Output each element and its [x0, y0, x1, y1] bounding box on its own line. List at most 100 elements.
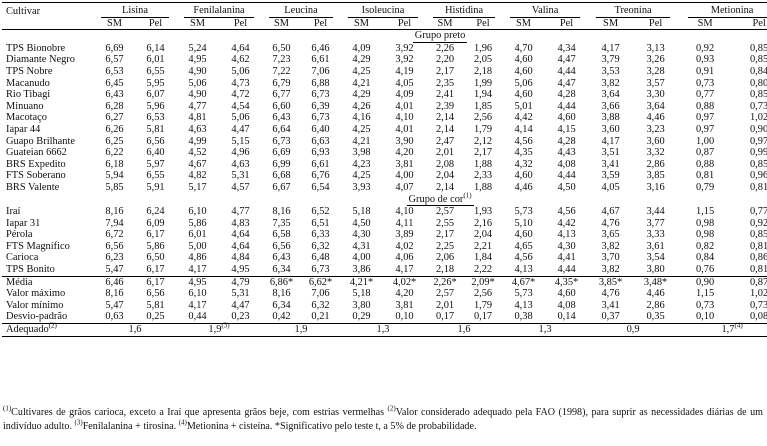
- value-cell: 1,88: [473, 181, 493, 193]
- value-cell: 3,54: [646, 252, 665, 264]
- value-cell: 4,47: [557, 77, 576, 89]
- value-cell: 0,85: [749, 229, 767, 241]
- value-cell: 6,69: [272, 147, 291, 159]
- value-cell: 4,23: [352, 158, 371, 170]
- value-cell: 1,96: [473, 42, 493, 54]
- value-cell: 5,91: [146, 181, 165, 193]
- value-cell: 3,60: [646, 135, 665, 147]
- value-cell: 1,00: [695, 135, 715, 147]
- value-cell: 4,56: [514, 135, 533, 147]
- header-row-sm-pel: SM Pel SM Pel SM Pel SM Pel SM Pel SM Pel SM Pel SM Pel: [2, 17, 767, 31]
- cultivar-name: Macanudo: [6, 77, 50, 89]
- value-cell: 6,22: [105, 147, 124, 159]
- pel-header: Pel: [383, 17, 427, 31]
- value-cell: 5,86: [188, 217, 207, 229]
- table-row: Guapo Brilhante 6,25 6,56 4,99 5,15 6,73 6,63 4…: [2, 136, 767, 148]
- value-cell: 6,60: [272, 100, 291, 112]
- value-cell: 6,68: [272, 170, 291, 182]
- footnote-4-text: Metionina + cisteína. *Significativo pel…: [186, 421, 477, 432]
- value-cell: 3,80: [646, 264, 665, 276]
- value-cell: 6,56: [272, 240, 291, 252]
- value-cell: 1,79: [473, 123, 493, 135]
- value-cell: 6,23: [105, 252, 124, 264]
- value-cell: 4,81: [188, 112, 207, 124]
- value-cell: 1,88: [473, 158, 493, 170]
- value-cell: 2,14: [435, 123, 455, 135]
- value-cell: 1,15: [695, 206, 715, 218]
- amino-acid-header: Lisina: [94, 1, 177, 18]
- amino-acid-header-label: Metionina: [687, 5, 767, 18]
- value-cell: 4,84: [231, 252, 250, 264]
- value-cell: 6,93: [311, 147, 330, 159]
- value-cell: 4,60: [557, 112, 576, 124]
- value-cell: 5,17: [188, 181, 207, 193]
- cultivar-name: Minuano: [6, 100, 44, 112]
- adequado-value: 1,6: [426, 323, 503, 337]
- value-cell: 2,05: [473, 54, 493, 66]
- cultivar-name: Pérola: [6, 229, 33, 241]
- value-cell: 8,16: [105, 206, 124, 218]
- table-row: Valor máximo 8,16 6,56 6,10 5,31 8,16 7,06 5,18…: [2, 288, 767, 300]
- value-cell: 4,25: [352, 170, 371, 182]
- value-cell: 0,17: [473, 311, 493, 323]
- value-cell: 4,42: [514, 112, 533, 124]
- value-cell: 4,82: [188, 170, 207, 182]
- cultivar-name: Iapar 44: [6, 123, 41, 135]
- value-cell: 0,80: [749, 77, 767, 89]
- value-cell: 4,07: [395, 181, 414, 193]
- value-cell: 4,29: [352, 54, 371, 66]
- cultivar-name: Guapo Brilhante: [6, 135, 75, 147]
- value-cell: 6,01: [146, 54, 165, 66]
- value-cell: 6,17: [146, 229, 165, 241]
- value-cell: 4,77: [231, 206, 250, 218]
- value-cell: 3,60: [601, 123, 620, 135]
- value-cell: 6,61: [311, 158, 330, 170]
- group-title-text: Grupo de cor(1): [406, 192, 474, 207]
- value-cell: 0,85: [749, 89, 767, 101]
- value-cell: 4,25: [352, 123, 371, 135]
- value-cell: 3,79: [601, 54, 620, 66]
- table-row: Guateian 6662 6,22 6,40 4,52 4,96 6,69 6,93 3,9…: [2, 147, 767, 159]
- amino-acid-header: Leucina: [262, 1, 341, 18]
- value-cell: 0,08: [749, 311, 767, 323]
- value-cell: 0,63: [105, 311, 124, 323]
- value-cell: 0,92: [749, 217, 767, 229]
- value-cell: 0,86: [749, 252, 767, 264]
- value-cell: 5,18: [352, 206, 371, 218]
- adequado-row: Adequado(2) 1,6 1,9(3) 1,9 1,3 1,6 1,3 0,9 1,7(4…: [2, 322, 767, 337]
- value-cell: 0,88: [695, 100, 715, 112]
- table-row: Minuano 6,28 5,96 4,77 4,54 6,60 6,39 4,26 4,01 2…: [2, 101, 767, 113]
- value-cell: 5,81: [146, 299, 165, 311]
- value-cell: 2,17: [435, 65, 455, 77]
- value-cell: 3,98: [352, 147, 371, 159]
- value-cell: 0,92: [695, 42, 715, 54]
- value-cell: 4,01: [395, 123, 414, 135]
- value-cell: 3,41: [601, 299, 620, 311]
- value-cell: 6,10: [188, 206, 207, 218]
- value-cell: 0,79: [695, 181, 715, 193]
- value-cell: 3,48*: [633, 275, 679, 289]
- value-cell: 4,28: [557, 89, 576, 101]
- value-cell: 6,86*: [262, 275, 302, 289]
- adequado-label: Adequado: [6, 324, 49, 336]
- value-cell: 2,57: [435, 206, 455, 218]
- value-cell: 4,34: [557, 42, 576, 54]
- value-cell: 0,87: [732, 275, 767, 289]
- value-cell: 4,47: [231, 123, 250, 135]
- cultivar-name: Iraí: [6, 206, 21, 218]
- value-cell: 3,81: [395, 158, 414, 170]
- value-cell: 0,73: [749, 100, 767, 112]
- value-cell: 3,23: [646, 123, 665, 135]
- value-cell: 2,86: [646, 158, 665, 170]
- value-cell: 3,30: [646, 89, 665, 101]
- value-cell: 0,81: [749, 181, 767, 193]
- value-cell: 6,40: [311, 123, 330, 135]
- value-cell: 0,37: [601, 311, 620, 323]
- value-cell: 4,00: [352, 252, 371, 264]
- value-cell: 3,64: [646, 100, 665, 112]
- value-cell: 1,94: [473, 89, 493, 101]
- footnote-2-mark: (2): [387, 404, 396, 413]
- group-title: Grupo preto: [94, 30, 767, 43]
- value-cell: 5,94: [105, 170, 124, 182]
- value-cell: 4,44: [557, 264, 576, 276]
